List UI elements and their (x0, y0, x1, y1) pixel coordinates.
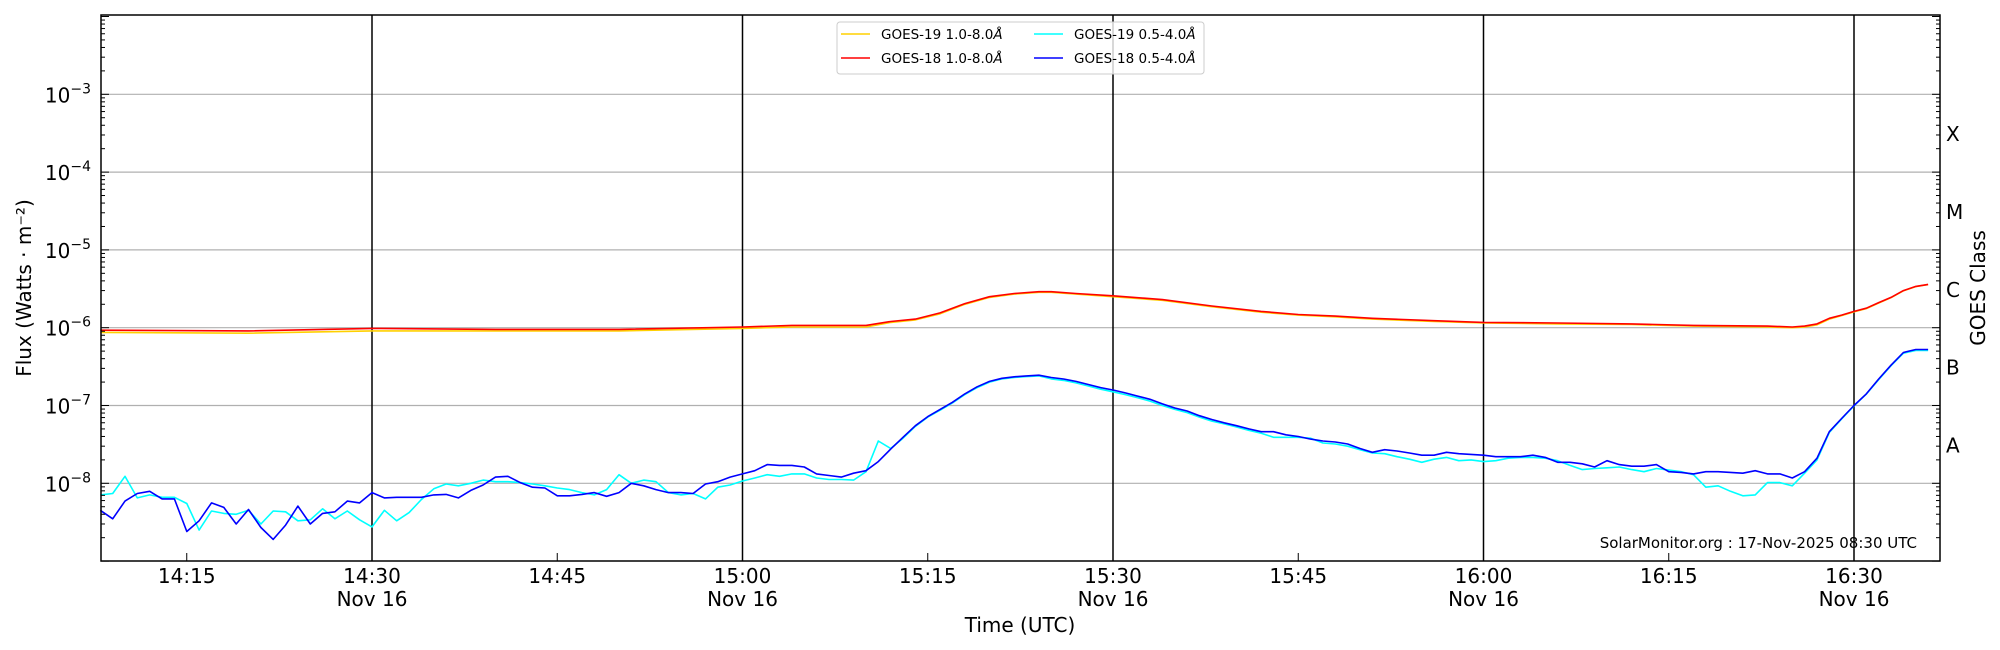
plot-frame (100, 14, 1941, 562)
x-tick-label: 15:15 (899, 564, 957, 588)
x-axis-label: Time (UTC) (964, 613, 1076, 637)
legend-label: GOES-19 0.5-4.0Å (1074, 26, 1196, 43)
legend-label: GOES-18 1.0-8.0Å (881, 50, 1003, 67)
series-line-1 (100, 283, 1929, 335)
x-tick-date-label: Nov 16 (1078, 587, 1149, 611)
x-tick-date-label: Nov 16 (707, 587, 778, 611)
x-tick-label: 14:45 (528, 564, 586, 588)
x-tick-label: 14:30 (343, 564, 401, 588)
goes-class-x: X (1946, 122, 1960, 146)
series-line-4 (99, 348, 1929, 541)
y-axis-label: Flux (Watts · m⁻²) (12, 199, 36, 377)
y-tick-label: 10−7 (45, 393, 91, 419)
x-tick-label: 15:00 (714, 564, 772, 588)
legend-label: GOES-18 0.5-4.0Å (1074, 50, 1196, 67)
legend-box (836, 21, 1205, 75)
goes-class-b: B (1946, 356, 1960, 380)
legend-label: GOES-19 1.0-8.0Å (881, 26, 1003, 43)
y-tick-label: 10−3 (45, 81, 91, 107)
goes-class-m: M (1946, 200, 1963, 224)
goes-class-a: A (1946, 433, 1960, 457)
x-tick-label: 16:15 (1640, 564, 1698, 588)
y-tick-labels: 10−8 10−7 10−6 10−5 10−4 10−3 (45, 81, 91, 496)
series-line-2 (100, 283, 1929, 332)
y-tick-label: 10−8 (45, 470, 91, 496)
watermark: SolarMonitor.org : 17-Nov-2025 08:30 UTC (1600, 534, 1917, 552)
x-tick-label: 15:30 (1084, 564, 1142, 588)
goes-class-labels: A B C M X (1946, 122, 1963, 457)
x-tick-label: 14:15 (158, 564, 216, 588)
x-tick-date-label: Nov 16 (1819, 587, 1890, 611)
y-tick-label: 10−4 (45, 159, 91, 185)
x-tick-label: 16:30 (1825, 564, 1883, 588)
gridlines (101, 93, 1940, 484)
y-axis-right-label: GOES Class (1966, 230, 1990, 346)
y-tick-label: 10−6 (45, 315, 91, 341)
x-tick-date-label: Nov 16 (1448, 587, 1519, 611)
time-markers (371, 15, 1855, 561)
series-lines (99, 283, 1929, 541)
x-tick-date-label: Nov 16 (337, 587, 408, 611)
x-tick-label: 16:00 (1455, 564, 1513, 588)
y-tick-label: 10−5 (45, 237, 91, 263)
legend: GOES-19 1.0-8.0Å GOES-18 1.0-8.0Å GOES-19 … (836, 21, 1205, 75)
axis-ticks (101, 16, 1940, 562)
x-tick-label: 15:45 (1269, 564, 1327, 588)
goes-class-c: C (1946, 278, 1960, 302)
